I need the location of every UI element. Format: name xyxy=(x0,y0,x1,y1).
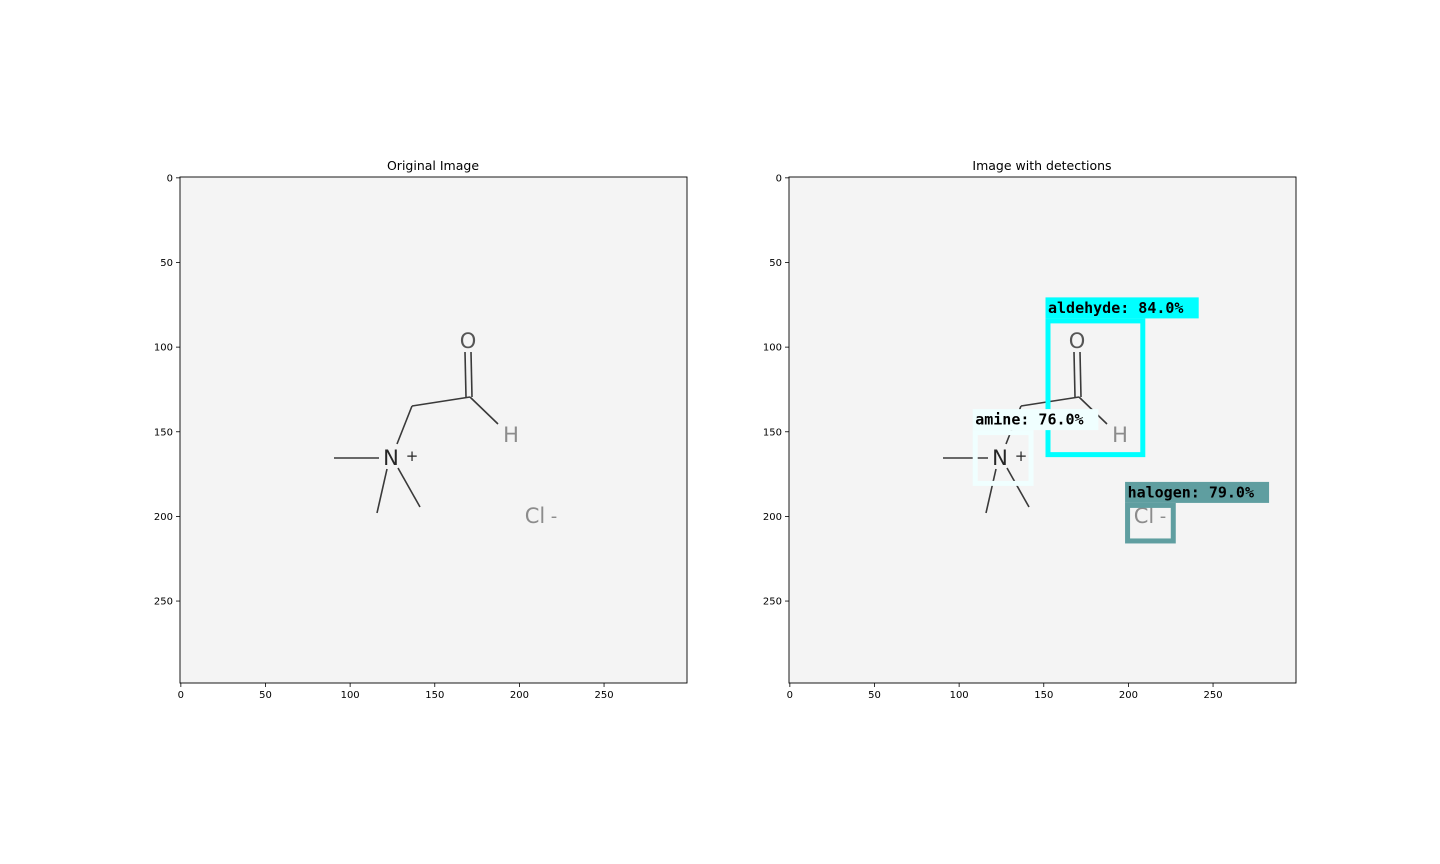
detection-label-bg xyxy=(1125,481,1270,503)
y-tick-label: 0 xyxy=(776,173,782,184)
atom-oxygen: O xyxy=(1069,329,1086,353)
y-tick-label: 250 xyxy=(154,597,173,608)
bond xyxy=(464,351,467,398)
bond xyxy=(396,405,413,445)
bond xyxy=(470,351,473,398)
bond xyxy=(376,468,388,514)
bond xyxy=(411,396,471,407)
y-tick-label: 0 xyxy=(167,173,173,184)
detection-label-halogen: halogen: 79.0% xyxy=(1128,483,1254,501)
bond xyxy=(397,467,421,508)
y-tick-label: 50 xyxy=(769,258,782,269)
detection-label-amine: amine: 76.0% xyxy=(975,411,1083,429)
charge-minus: - xyxy=(1160,506,1167,527)
x-tick-label: 0 xyxy=(178,690,184,701)
atom-hydrogen: H xyxy=(503,423,519,447)
atom-chlorine: Cl xyxy=(525,504,546,528)
detections-layer: aldehyde: 84.0% amine: 76.0% halogen: 79.0… xyxy=(972,297,1270,544)
detection-box-amine xyxy=(972,430,1034,486)
panel-title: Original Image xyxy=(387,158,479,173)
y-tick-label: 150 xyxy=(154,427,173,438)
axis-ticks: 0 50 100 150 200 250 0 50 100 150 200 250 xyxy=(763,173,1223,701)
x-tick-label: 150 xyxy=(1034,690,1053,701)
atom-hydrogen: H xyxy=(1112,423,1128,447)
y-tick-label: 250 xyxy=(763,597,782,608)
atom-nitrogen: N xyxy=(992,446,1008,470)
panel-title: Image with detections xyxy=(972,158,1111,173)
x-tick-label: 250 xyxy=(1204,690,1223,701)
atom-nitrogen: N xyxy=(383,446,399,470)
detection-label-bg xyxy=(1045,297,1199,319)
detection-box-halogen xyxy=(1125,502,1176,544)
x-tick-label: 50 xyxy=(868,690,881,701)
charge-plus: + xyxy=(406,447,419,465)
atom-chlorine: Cl xyxy=(1134,504,1155,528)
axis-ticks: 0 50 100 150 200 250 0 50 100 150 200 250 xyxy=(154,173,614,701)
y-tick-label: 200 xyxy=(763,512,782,523)
charge-plus: + xyxy=(1015,447,1028,465)
x-tick-label: 100 xyxy=(341,690,360,701)
bond xyxy=(1073,351,1076,398)
y-tick-label: 200 xyxy=(154,512,173,523)
x-tick-label: 200 xyxy=(510,690,529,701)
x-tick-label: 0 xyxy=(787,690,793,701)
x-tick-label: 100 xyxy=(950,690,969,701)
bond xyxy=(469,396,499,425)
x-tick-label: 250 xyxy=(595,690,614,701)
panel-original: Original Image O H N + Cl - 0 50 100 150 200… xyxy=(154,158,688,701)
bond xyxy=(1006,467,1030,508)
detection-label-aldehyde: aldehyde: 84.0% xyxy=(1048,299,1183,317)
y-tick-label: 50 xyxy=(160,258,173,269)
charge-minus: - xyxy=(551,506,558,527)
bond xyxy=(1079,351,1082,398)
y-tick-label: 100 xyxy=(763,343,782,354)
image-area xyxy=(179,176,688,684)
x-tick-label: 50 xyxy=(259,690,272,701)
detection-box-aldehyde xyxy=(1045,318,1146,458)
panel-detections: Image with detections O H N + Cl - aldeh… xyxy=(763,158,1297,701)
bond xyxy=(985,468,997,514)
y-tick-label: 150 xyxy=(763,427,782,438)
molecule-drawing: O H N + Cl - xyxy=(334,329,557,528)
atom-oxygen: O xyxy=(460,329,477,353)
x-tick-label: 150 xyxy=(425,690,444,701)
detection-label-bg xyxy=(972,409,1099,431)
x-tick-label: 200 xyxy=(1119,690,1138,701)
y-tick-label: 100 xyxy=(154,343,173,354)
